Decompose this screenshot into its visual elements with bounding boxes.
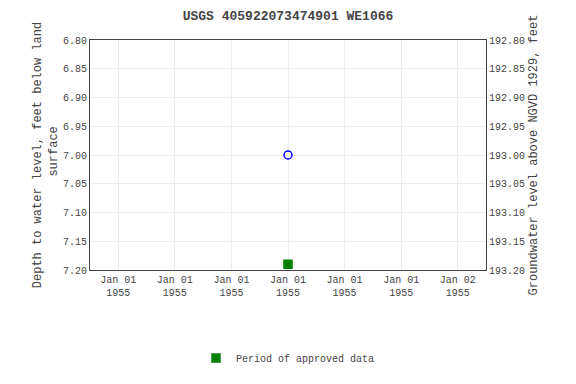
svg-text:193.00: 193.00 — [489, 151, 525, 162]
svg-text:Groundwater level above NGVD 1: Groundwater level above NGVD 1929, feet — [527, 15, 541, 296]
svg-text:Jan 011955: Jan 011955 — [213, 275, 249, 299]
svg-text:6.80: 6.80 — [63, 36, 87, 47]
svg-text:Jan 011955: Jan 011955 — [100, 275, 136, 299]
svg-text:7.10: 7.10 — [63, 208, 87, 219]
svg-text:192.90: 192.90 — [489, 93, 525, 104]
svg-text:193.05: 193.05 — [489, 179, 525, 190]
svg-text:193.15: 193.15 — [489, 237, 525, 248]
svg-text:6.90: 6.90 — [63, 93, 87, 104]
svg-text:Period of approved data: Period of approved data — [236, 354, 374, 365]
svg-text:193.10: 193.10 — [489, 208, 525, 219]
svg-text:Jan 011955: Jan 011955 — [157, 275, 193, 299]
svg-text:Jan 011955: Jan 011955 — [327, 275, 363, 299]
svg-text:192.95: 192.95 — [489, 122, 525, 133]
svg-text:Depth to water level, feet bel: Depth to water level, feet below land su… — [31, 22, 61, 288]
svg-text:7.05: 7.05 — [63, 179, 87, 190]
svg-text:Jan 021955: Jan 021955 — [440, 275, 476, 299]
svg-text:USGS 405922073474901 WE1066: USGS 405922073474901 WE1066 — [183, 9, 394, 24]
svg-text:7.15: 7.15 — [63, 237, 87, 248]
svg-text:192.80: 192.80 — [489, 36, 525, 47]
svg-text:6.85: 6.85 — [63, 64, 87, 75]
svg-text:7.00: 7.00 — [63, 151, 87, 162]
svg-text:6.95: 6.95 — [63, 122, 87, 133]
svg-text:Jan 011955: Jan 011955 — [270, 275, 306, 299]
svg-text:7.20: 7.20 — [63, 266, 87, 277]
svg-text:193.20: 193.20 — [489, 266, 525, 277]
svg-text:192.85: 192.85 — [489, 64, 525, 75]
svg-text:Jan 011955: Jan 011955 — [383, 275, 419, 299]
